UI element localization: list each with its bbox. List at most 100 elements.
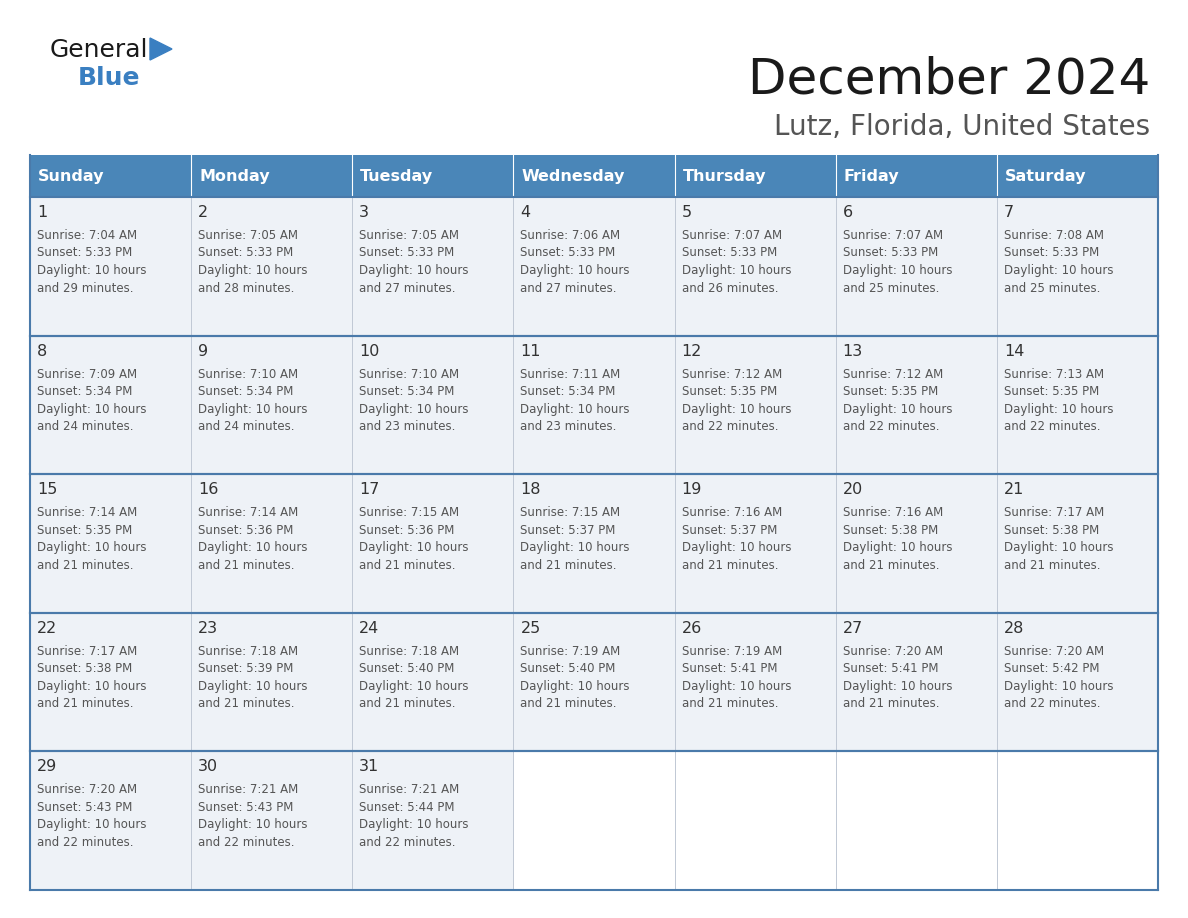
Text: 8: 8 [37, 343, 48, 359]
Bar [835, 155, 997, 197]
Text: Sunset: 5:35 PM: Sunset: 5:35 PM [842, 385, 939, 398]
Text: Sunrise: 7:13 AM: Sunrise: 7:13 AM [1004, 367, 1104, 381]
Bar [675, 752, 835, 890]
Text: 4: 4 [520, 205, 531, 220]
Text: Sunset: 5:34 PM: Sunset: 5:34 PM [198, 385, 293, 398]
Text: Daylight: 10 hours: Daylight: 10 hours [198, 819, 308, 832]
Text: December 2024: December 2024 [747, 55, 1150, 103]
Bar [675, 475, 835, 613]
Text: Sunrise: 7:12 AM: Sunrise: 7:12 AM [842, 367, 943, 381]
Bar [30, 613, 191, 752]
Text: and 27 minutes.: and 27 minutes. [520, 282, 617, 295]
Text: Sunset: 5:36 PM: Sunset: 5:36 PM [198, 523, 293, 537]
Text: Sunrise: 7:04 AM: Sunrise: 7:04 AM [37, 229, 137, 242]
Text: and 22 minutes.: and 22 minutes. [682, 420, 778, 433]
Text: Sunset: 5:34 PM: Sunset: 5:34 PM [520, 385, 615, 398]
Text: Sunrise: 7:21 AM: Sunrise: 7:21 AM [198, 783, 298, 797]
Text: Sunrise: 7:19 AM: Sunrise: 7:19 AM [520, 644, 620, 658]
Text: Sunset: 5:38 PM: Sunset: 5:38 PM [1004, 523, 1099, 537]
Text: and 23 minutes.: and 23 minutes. [520, 420, 617, 433]
Text: Thursday: Thursday [683, 169, 766, 184]
Bar [997, 475, 1158, 613]
Text: 28: 28 [1004, 621, 1024, 636]
Text: 13: 13 [842, 343, 862, 359]
Text: Daylight: 10 hours: Daylight: 10 hours [682, 542, 791, 554]
Text: 25: 25 [520, 621, 541, 636]
Text: Sunset: 5:42 PM: Sunset: 5:42 PM [1004, 662, 1099, 676]
Bar [353, 197, 513, 336]
Text: Daylight: 10 hours: Daylight: 10 hours [842, 680, 953, 693]
Text: Sunset: 5:40 PM: Sunset: 5:40 PM [520, 662, 615, 676]
Text: and 22 minutes.: and 22 minutes. [37, 836, 133, 849]
Text: and 21 minutes.: and 21 minutes. [37, 559, 133, 572]
Bar [513, 752, 675, 890]
Text: Daylight: 10 hours: Daylight: 10 hours [359, 542, 469, 554]
Text: 29: 29 [37, 759, 57, 775]
Text: Sunset: 5:33 PM: Sunset: 5:33 PM [842, 247, 939, 260]
Text: 11: 11 [520, 343, 541, 359]
Bar [835, 475, 997, 613]
Bar [353, 613, 513, 752]
Text: and 25 minutes.: and 25 minutes. [842, 282, 939, 295]
Text: and 21 minutes.: and 21 minutes. [842, 559, 940, 572]
Text: Daylight: 10 hours: Daylight: 10 hours [682, 403, 791, 416]
Text: and 22 minutes.: and 22 minutes. [842, 420, 940, 433]
Text: Daylight: 10 hours: Daylight: 10 hours [682, 264, 791, 277]
Bar [30, 155, 191, 197]
Text: Sunset: 5:40 PM: Sunset: 5:40 PM [359, 662, 455, 676]
Bar [997, 155, 1158, 197]
Text: 1: 1 [37, 205, 48, 220]
Text: Sunrise: 7:16 AM: Sunrise: 7:16 AM [682, 506, 782, 520]
Text: 15: 15 [37, 482, 57, 498]
Text: Wednesday: Wednesday [522, 169, 625, 184]
Bar [191, 336, 353, 475]
Text: and 27 minutes.: and 27 minutes. [359, 282, 456, 295]
Text: 7: 7 [1004, 205, 1015, 220]
Text: Sunrise: 7:08 AM: Sunrise: 7:08 AM [1004, 229, 1104, 242]
Text: Sunrise: 7:07 AM: Sunrise: 7:07 AM [682, 229, 782, 242]
Text: Sunset: 5:38 PM: Sunset: 5:38 PM [37, 662, 132, 676]
Text: 23: 23 [198, 621, 219, 636]
Bar [835, 197, 997, 336]
Text: Sunset: 5:33 PM: Sunset: 5:33 PM [520, 247, 615, 260]
Bar [513, 475, 675, 613]
Text: Daylight: 10 hours: Daylight: 10 hours [842, 542, 953, 554]
Text: Sunset: 5:43 PM: Sunset: 5:43 PM [198, 800, 293, 814]
Text: General: General [50, 38, 148, 62]
Text: Sunday: Sunday [38, 169, 105, 184]
Text: and 22 minutes.: and 22 minutes. [198, 836, 295, 849]
Bar [835, 336, 997, 475]
Text: Sunset: 5:34 PM: Sunset: 5:34 PM [359, 385, 455, 398]
Bar [513, 336, 675, 475]
Text: and 21 minutes.: and 21 minutes. [1004, 559, 1100, 572]
Bar [675, 336, 835, 475]
Text: Daylight: 10 hours: Daylight: 10 hours [37, 264, 146, 277]
Bar [191, 752, 353, 890]
Text: Monday: Monday [200, 169, 270, 184]
Text: Sunset: 5:33 PM: Sunset: 5:33 PM [359, 247, 455, 260]
Text: and 21 minutes.: and 21 minutes. [520, 559, 617, 572]
Text: Sunrise: 7:21 AM: Sunrise: 7:21 AM [359, 783, 460, 797]
Text: Sunset: 5:43 PM: Sunset: 5:43 PM [37, 800, 132, 814]
Text: 19: 19 [682, 482, 702, 498]
Text: Daylight: 10 hours: Daylight: 10 hours [1004, 264, 1113, 277]
Text: Sunset: 5:35 PM: Sunset: 5:35 PM [682, 385, 777, 398]
Text: Sunrise: 7:17 AM: Sunrise: 7:17 AM [37, 644, 138, 658]
Text: Saturday: Saturday [1005, 169, 1086, 184]
Bar [30, 336, 191, 475]
Text: and 22 minutes.: and 22 minutes. [1004, 420, 1100, 433]
Text: 16: 16 [198, 482, 219, 498]
Text: and 21 minutes.: and 21 minutes. [198, 698, 295, 711]
Text: Sunrise: 7:15 AM: Sunrise: 7:15 AM [520, 506, 620, 520]
Text: and 28 minutes.: and 28 minutes. [198, 282, 295, 295]
Text: and 29 minutes.: and 29 minutes. [37, 282, 133, 295]
Bar [675, 155, 835, 197]
Text: and 25 minutes.: and 25 minutes. [1004, 282, 1100, 295]
Text: Daylight: 10 hours: Daylight: 10 hours [1004, 403, 1113, 416]
Text: Sunrise: 7:19 AM: Sunrise: 7:19 AM [682, 644, 782, 658]
Text: Daylight: 10 hours: Daylight: 10 hours [37, 403, 146, 416]
Text: Sunset: 5:34 PM: Sunset: 5:34 PM [37, 385, 132, 398]
Text: Daylight: 10 hours: Daylight: 10 hours [1004, 680, 1113, 693]
Text: and 24 minutes.: and 24 minutes. [37, 420, 133, 433]
Bar [353, 475, 513, 613]
